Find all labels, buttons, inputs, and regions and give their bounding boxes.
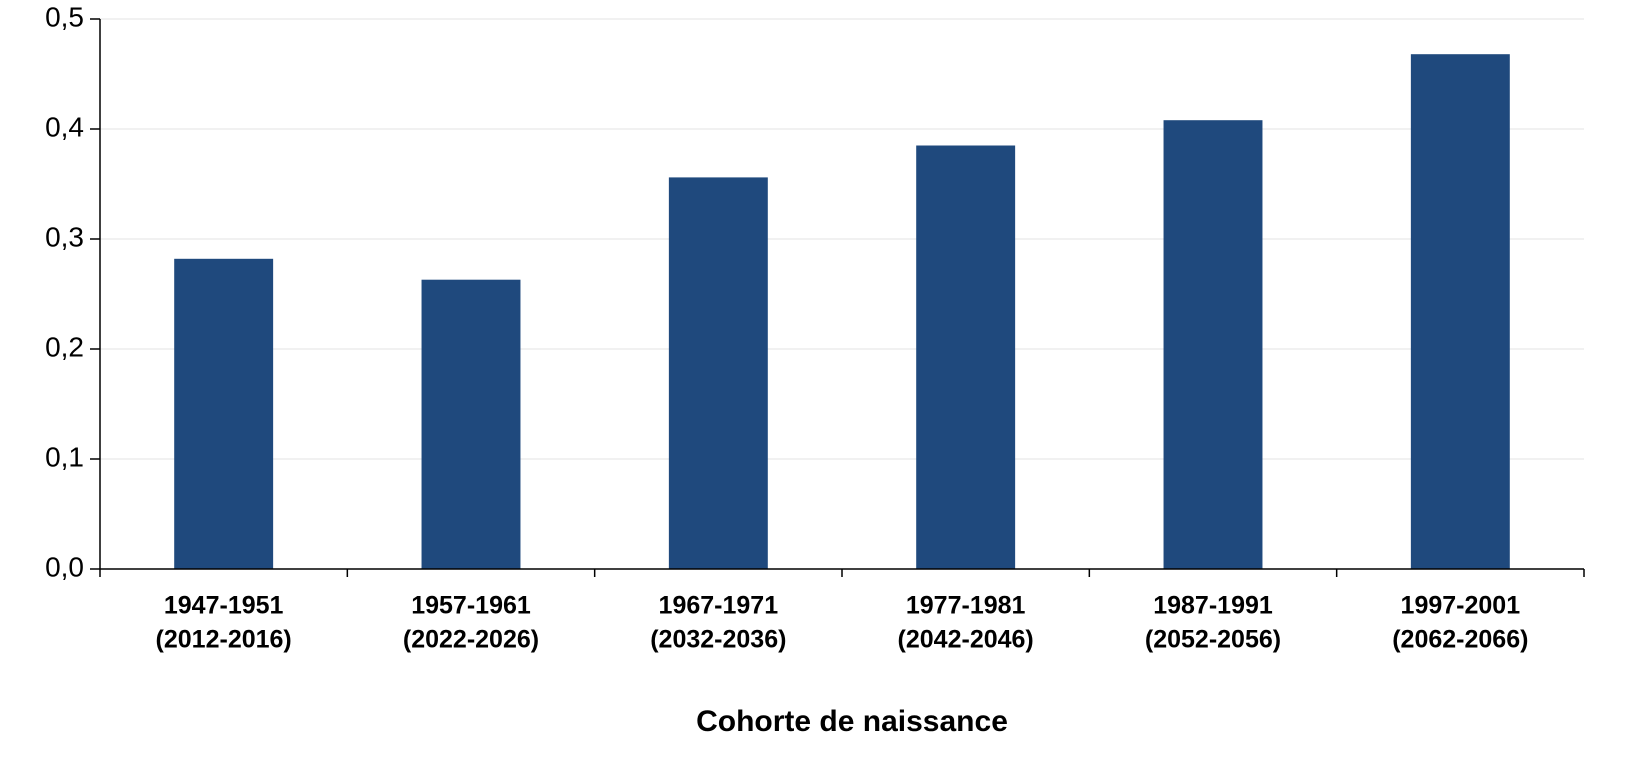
bar: [668, 177, 768, 569]
bar: [1163, 120, 1263, 569]
x-tick-label: (2032-2036): [650, 626, 786, 654]
x-tick-label: 1987-1991: [1153, 592, 1273, 620]
x-tick-label: 1967-1971: [659, 592, 779, 620]
y-tick-label: 0,5: [45, 1, 84, 32]
x-tick-label: 1997-2001: [1401, 592, 1521, 620]
y-tick-label: 0,2: [45, 331, 84, 362]
x-tick-label: (2012-2016): [156, 626, 292, 654]
y-tick-label: 0,3: [45, 221, 84, 252]
y-tick-label: 0,1: [45, 441, 84, 472]
x-tick-label: (2062-2066): [1392, 626, 1528, 654]
x-tick-label: (2042-2046): [898, 626, 1034, 654]
bar: [916, 145, 1016, 569]
y-tick-label: 0,4: [45, 111, 84, 142]
bar: [421, 279, 521, 569]
x-tick-label: 1957-1961: [411, 592, 531, 620]
x-tick-label: 1977-1981: [906, 592, 1026, 620]
y-tick-label: 0,0: [45, 551, 84, 582]
x-tick-label: (2052-2056): [1145, 626, 1281, 654]
bar: [174, 258, 274, 569]
x-tick-label: (2022-2026): [403, 626, 539, 654]
x-tick-label: 1947-1951: [164, 592, 284, 620]
x-axis-label: Cohorte de naissance: [696, 705, 1008, 738]
bar: [1410, 54, 1510, 569]
